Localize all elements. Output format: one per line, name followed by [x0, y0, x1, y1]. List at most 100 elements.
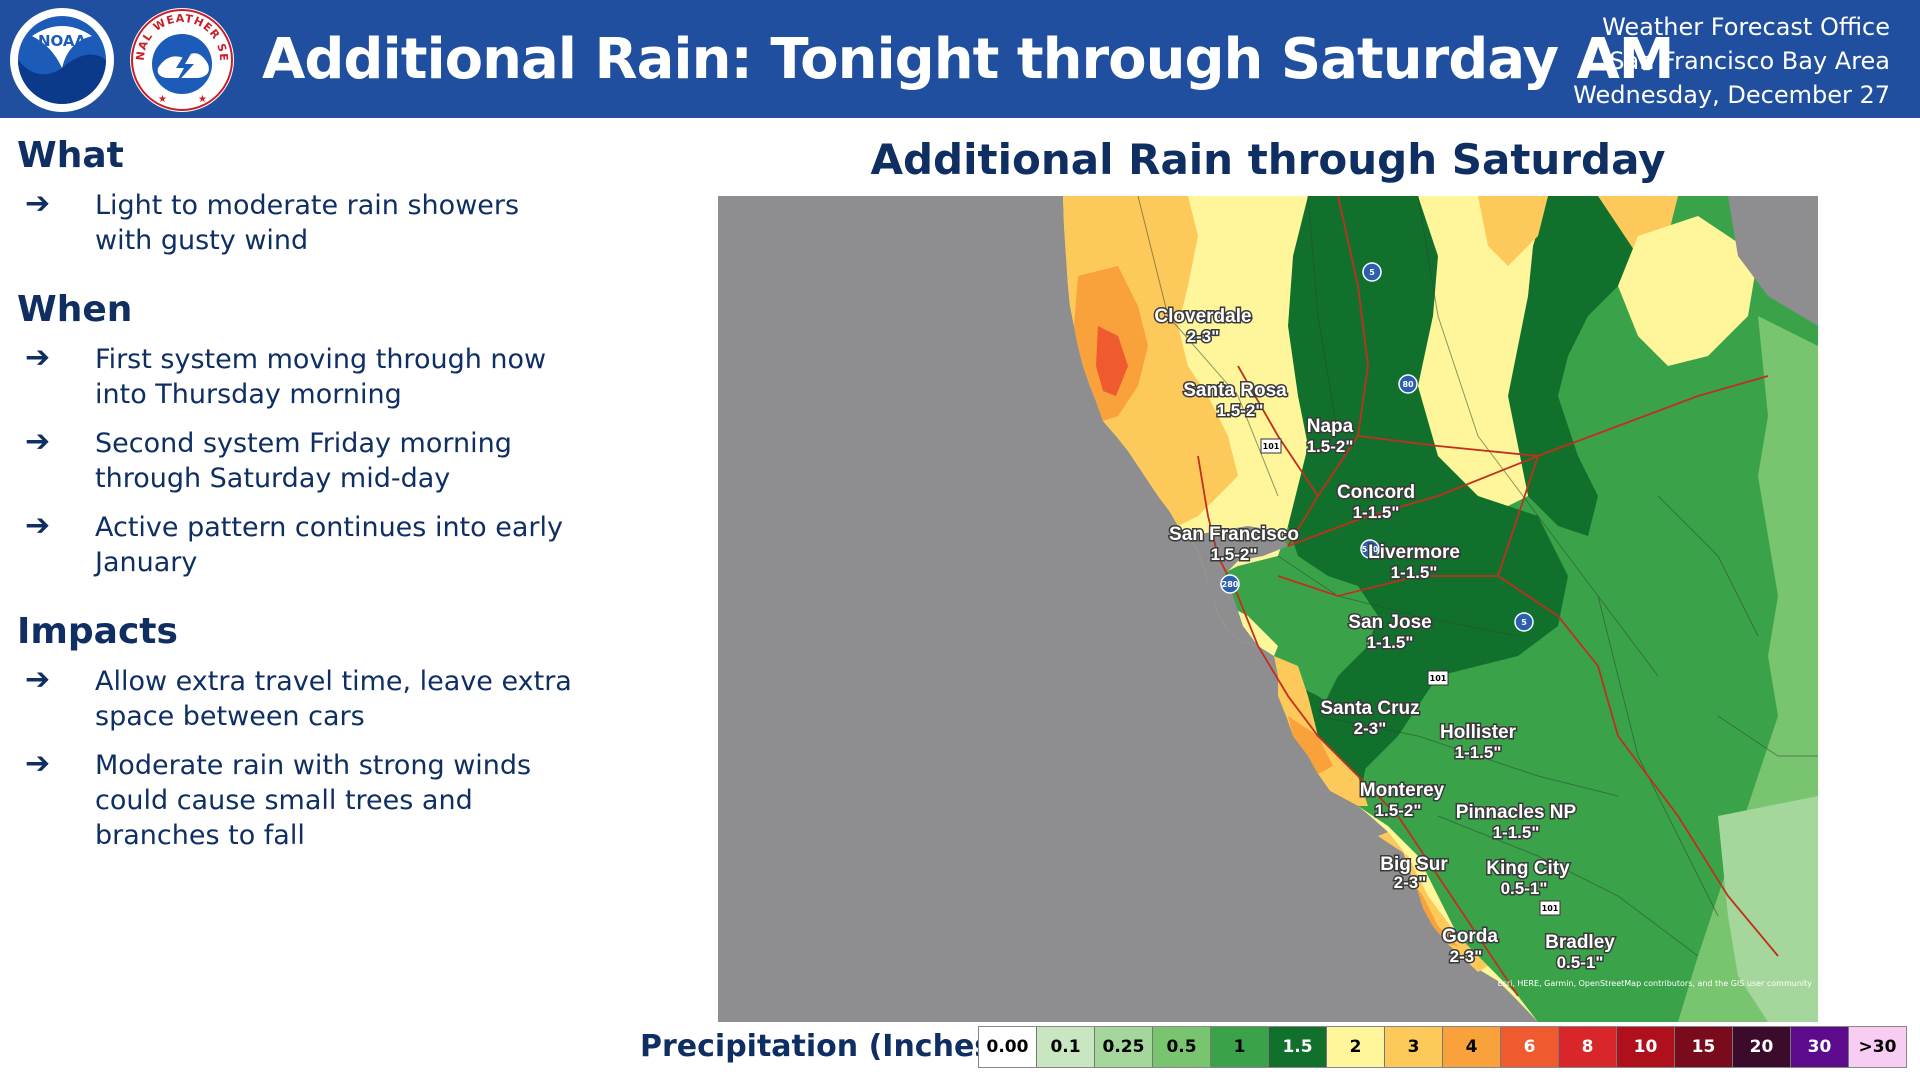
- svg-text:★: ★: [198, 94, 207, 105]
- svg-text:5: 5: [1521, 618, 1527, 627]
- legend-swatch: 0.1: [1037, 1027, 1095, 1067]
- interstate-shield-icon: 5: [1514, 612, 1534, 632]
- list-item: ➔ Moderate rain with strong winds could c…: [17, 746, 577, 853]
- svg-text:★: ★: [158, 94, 167, 105]
- nws-logo: NATIONAL WEATHER SERVICE ★ ★: [128, 6, 234, 112]
- city-amount: 0.5-1": [1501, 879, 1548, 898]
- legend-label: Precipitation (Inches): [640, 1029, 1006, 1064]
- legend-swatch: 15: [1675, 1027, 1733, 1067]
- city-name: Hollister: [1440, 722, 1517, 743]
- city-amount: 1.5-2": [1217, 401, 1264, 420]
- city-name: Gorda: [1442, 926, 1498, 947]
- legend-swatch: 10: [1617, 1027, 1675, 1067]
- list-item: ➔ Active pattern continues into early Jan…: [17, 508, 577, 580]
- city-name: San Jose: [1348, 612, 1431, 633]
- list-item: ➔ Allow extra travel time, leave extra sp…: [17, 662, 577, 734]
- us-route-shield-icon: 101: [1427, 670, 1449, 686]
- city-amount: 0.5-1": [1557, 953, 1604, 972]
- bullet-text: Allow extra travel time, leave extra spa…: [95, 666, 572, 732]
- legend-swatches: 0.00 0.1 0.25 0.5 1 1.5 2 3 4 6 8 10 15 20 30 >30: [978, 1026, 1907, 1068]
- precip-zone-2in: [1418, 196, 1548, 506]
- city-amount: 1-1.5": [1391, 563, 1438, 582]
- city-amount: 1.5-2": [1307, 437, 1354, 456]
- what-list: ➔ Light to moderate rain showers with gus…: [17, 186, 577, 258]
- city-amount: 1.5-2": [1375, 801, 1422, 820]
- interstate-shield-icon: 5: [1362, 262, 1382, 282]
- legend-swatch: 1: [1211, 1027, 1269, 1067]
- arrow-icon: ➔: [25, 424, 51, 459]
- interstate-shield-icon: 580: [1360, 539, 1380, 559]
- city-name: Bradley: [1545, 932, 1615, 953]
- city-amount: 1.5-2": [1211, 545, 1258, 564]
- city-amount: 1-1.5": [1353, 503, 1400, 522]
- arrow-icon: ➔: [25, 186, 51, 221]
- bullet-text: Light to moderate rain showers with gust…: [95, 190, 520, 256]
- svg-text:80: 80: [1402, 380, 1414, 389]
- arrow-icon: ➔: [25, 508, 51, 543]
- city-name: King City: [1486, 858, 1570, 879]
- svg-text:580: 580: [1362, 545, 1379, 554]
- precip-zone-3in: [1378, 832, 1488, 972]
- interstate-shield-icon: 80: [1398, 374, 1418, 394]
- precip-zone-3in: [1478, 196, 1548, 266]
- legend-swatch: 2: [1327, 1027, 1385, 1067]
- impacts-list: ➔ Allow extra travel time, leave extra sp…: [17, 662, 577, 853]
- precip-zone-1-5in: [1508, 196, 1638, 536]
- legend-swatch: 3: [1385, 1027, 1443, 1067]
- office-date: Wednesday, December 27: [1573, 81, 1890, 109]
- city-name: Napa: [1307, 416, 1354, 437]
- legend-swatch: 4: [1443, 1027, 1501, 1067]
- city-name: Monterey: [1360, 780, 1445, 801]
- bullet-text: Moderate rain with strong winds could ca…: [95, 750, 532, 851]
- precip-zone-2in: [1618, 216, 1758, 366]
- city-amount: 2-3": [1187, 327, 1220, 346]
- svg-text:5: 5: [1369, 268, 1375, 277]
- precip-zone-1-5in: [1288, 196, 1568, 776]
- list-item: ➔ Second system Friday morning through Sa…: [17, 424, 577, 496]
- briefing-panel: What ➔ Light to moderate rain showers wit…: [17, 134, 577, 883]
- svg-text:101: 101: [1542, 904, 1559, 913]
- city-name: Santa Cruz: [1320, 698, 1419, 719]
- arrow-icon: ➔: [25, 662, 51, 697]
- list-item: ➔ Light to moderate rain showers with gus…: [17, 186, 577, 258]
- svg-text:280: 280: [1222, 580, 1239, 589]
- city-name: Concord: [1337, 482, 1415, 503]
- legend-swatch: 0.25: [1095, 1027, 1153, 1067]
- legend-swatch: 0.00: [979, 1027, 1037, 1067]
- bullet-text: Active pattern continues into early Janu…: [95, 512, 563, 578]
- section-heading-what: What: [17, 135, 124, 176]
- when-list: ➔ First system moving through now into Th…: [17, 340, 577, 580]
- highway-shields: 5 80 101 580 280 5 101 101: [1220, 262, 1561, 916]
- city-name: San Francisco: [1169, 524, 1299, 545]
- svg-text:101: 101: [1430, 674, 1447, 683]
- bullet-text: Second system Friday morning through Sat…: [95, 428, 512, 494]
- legend-swatch: 6: [1501, 1027, 1559, 1067]
- precip-zone-4in: [1288, 716, 1333, 774]
- map-title: Additional Rain through Saturday: [870, 135, 1666, 184]
- precip-zone-0-5in: [1718, 796, 1818, 1022]
- highways: [1197, 196, 1779, 997]
- legend-swatch: 0.5: [1153, 1027, 1211, 1067]
- office-region: San Francisco Bay Area: [1609, 47, 1890, 75]
- legend-swatch: 20: [1733, 1027, 1791, 1067]
- precip-zone-6in: [1096, 326, 1128, 396]
- city-name: Pinnacles NP: [1456, 802, 1577, 823]
- city-name: Santa Rosa: [1183, 380, 1287, 401]
- noaa-logo: NOAA: [10, 8, 114, 112]
- legend-swatch: 30: [1791, 1027, 1849, 1067]
- map-attribution: Esri, HERE, Garmin, OpenStreetMap contri…: [1498, 979, 1813, 988]
- legend-swatch: >30: [1849, 1027, 1906, 1067]
- city-pinnacles-np: Pinnacles NP1-1.5": [1454, 801, 1578, 844]
- noaa-logo-text: NOAA: [38, 32, 87, 50]
